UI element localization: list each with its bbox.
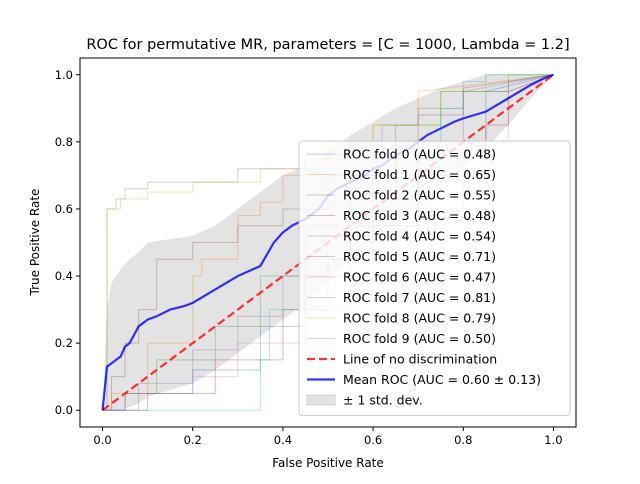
axes: 0.0 0.2 0.4 0.6 0.8 1.0 0.0 0.2 0.4 0.6 0.8 1.0 (55, 57, 577, 447)
legend-mean-roc-label: Mean ROC (AUC = 0.60 ± 0.13) (343, 372, 541, 387)
legend-frame (298, 140, 571, 416)
legend-fold-4-label: ROC fold 4 (AUC = 0.54) (343, 229, 496, 244)
legend-fold-1-label: ROC fold 1 (AUC = 0.65) (343, 167, 496, 182)
roc-fold-1-line (102, 74, 554, 411)
y-tick-label: 0.0 (55, 403, 73, 417)
y-axis-label: True Positive Rate (28, 189, 42, 297)
chart-title: ROC for permutative MR, parameters = [C … (86, 37, 569, 53)
y-tick-label: 0.2 (55, 336, 73, 350)
x-tick-label: 0.8 (454, 433, 472, 447)
legend-fold-6-label: ROC fold 6 (AUC = 0.47) (343, 270, 496, 285)
x-tick-label: 0.0 (93, 433, 111, 447)
legend-fold-0-label: ROC fold 0 (AUC = 0.48) (343, 147, 496, 162)
legend-fold-5-label: ROC fold 5 (AUC = 0.71) (343, 249, 496, 264)
y-tick-label: 0.6 (55, 202, 73, 216)
legend-fold-9-label: ROC fold 9 (AUC = 0.50) (343, 331, 496, 346)
x-axis-label: False Positive Rate (272, 456, 384, 470)
legend-fold-3-label: ROC fold 3 (AUC = 0.48) (343, 208, 496, 223)
axes-frame (79, 57, 577, 428)
x-tick-label: 0.4 (274, 433, 292, 447)
x-tick-label: 0.6 (364, 433, 382, 447)
legend-std-band-label: ± 1 std. dev. (343, 393, 423, 408)
legend-fold-2-label: ROC fold 2 (AUC = 0.55) (343, 188, 496, 203)
legend-fold-8-label: ROC fold 8 (AUC = 0.79) (343, 311, 496, 326)
legend: ROC fold 0 (AUC = 0.48) ROC fold 1 (AUC =… (298, 140, 571, 416)
legend-std-band-swatch (306, 394, 336, 406)
y-tick-label: 0.8 (55, 135, 73, 149)
x-tick-label: 1.0 (544, 433, 562, 447)
legend-chance-label: Line of no discrimination (343, 352, 497, 367)
x-tick-label: 0.2 (184, 433, 202, 447)
y-tick-label: 1.0 (55, 68, 73, 82)
legend-fold-7-label: ROC fold 7 (AUC = 0.81) (343, 290, 496, 305)
roc-fold-8-line (102, 74, 554, 411)
y-tick-label: 0.4 (55, 269, 73, 283)
